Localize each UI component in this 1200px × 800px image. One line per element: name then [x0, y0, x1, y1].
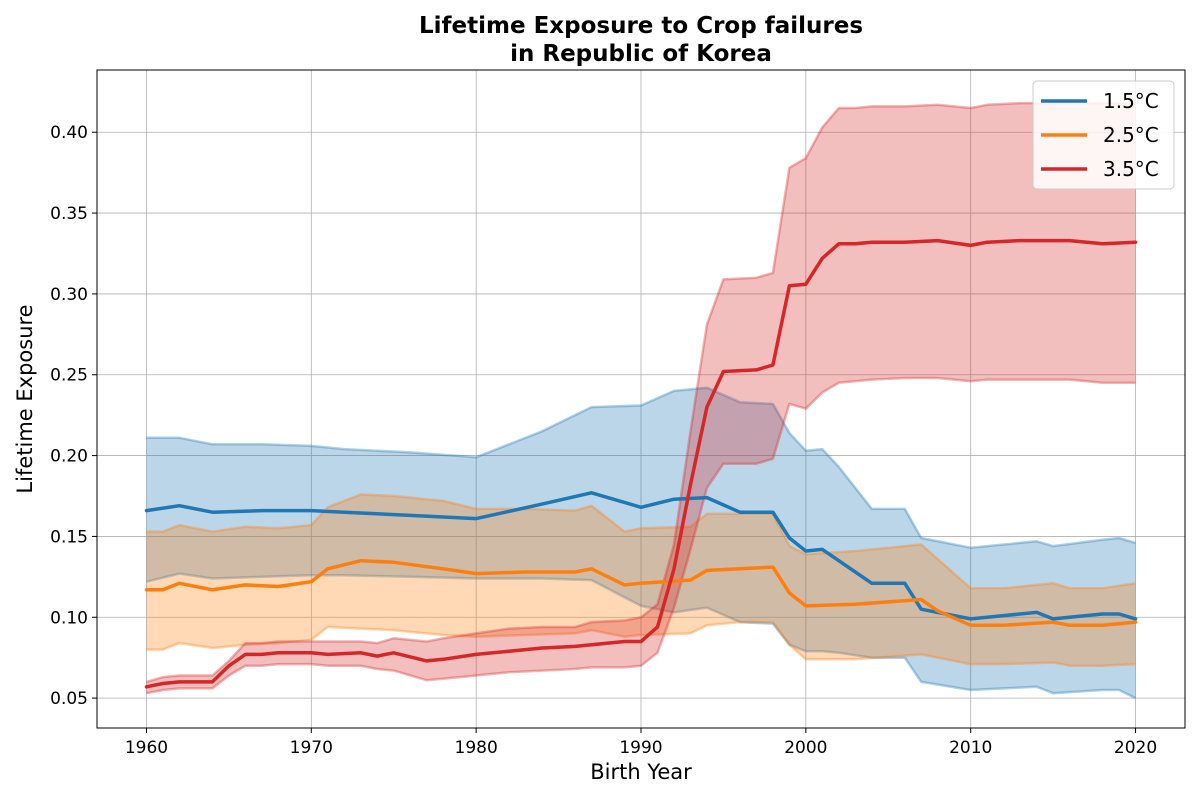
x-tick-label: 2020 — [1114, 738, 1157, 758]
uncertainty-bands — [146, 101, 1137, 700]
x-axis-ticks: 1960 1970 1980 1990 2000 2010 2020 — [125, 728, 1157, 758]
x-tick-label: 2010 — [949, 738, 992, 758]
x-tick-label: 1970 — [290, 738, 333, 758]
band-upper-edge-series-2 — [146, 101, 1136, 684]
y-tick-label: 0.20 — [50, 447, 88, 467]
band-lower-edge-series-0 — [146, 572, 1137, 700]
legend-label-series-2: 3.5°C — [1103, 157, 1159, 181]
chart-title-line-1: Lifetime Exposure to Crop failures — [419, 13, 863, 39]
band-fill-series-0 — [146, 387, 1136, 699]
legend-box — [1032, 80, 1175, 190]
legend: 1.5°C 2.5°C 3.5°C — [1032, 80, 1175, 190]
band-upper-edge-series-1 — [146, 493, 1136, 590]
x-tick-label: 1960 — [125, 738, 168, 758]
series-lines — [144, 238, 1138, 689]
legend-label-series-0: 1.5°C — [1103, 89, 1159, 113]
x-tick-label: 1980 — [455, 738, 498, 758]
y-tick-label: 0.40 — [50, 123, 88, 143]
grid-lines — [97, 70, 1185, 728]
band-fill-series-1 — [146, 494, 1136, 666]
band-lower-edge-series-1 — [146, 620, 1136, 668]
band-lower-edge-series-2 — [146, 376, 1136, 695]
y-tick-label: 0.10 — [50, 608, 88, 628]
y-tick-label: 0.05 — [50, 689, 88, 709]
band-upper-edge-series-0 — [146, 386, 1136, 549]
x-tick-label: 2000 — [784, 738, 827, 758]
y-axis-ticks: 0.05 0.10 0.15 0.20 0.25 0.30 0.35 0.40 — [50, 123, 97, 709]
y-tick-label: 0.15 — [50, 527, 88, 547]
y-tick-label: 0.25 — [50, 366, 88, 386]
y-tick-label: 0.30 — [50, 285, 88, 305]
x-axis-label: Birth Year — [590, 760, 692, 784]
y-axis-label: Lifetime Exposure — [13, 304, 37, 493]
band-fill-series-2 — [146, 103, 1136, 694]
mean-line-series-0 — [144, 491, 1138, 621]
y-tick-label: 0.35 — [50, 204, 88, 224]
legend-label-series-1: 2.5°C — [1103, 123, 1159, 147]
mean-line-series-1 — [144, 558, 1138, 628]
chart-title-line-2: in Republic of Korea — [510, 41, 772, 67]
x-tick-label: 1990 — [619, 738, 662, 758]
mean-line-series-2 — [144, 238, 1138, 689]
